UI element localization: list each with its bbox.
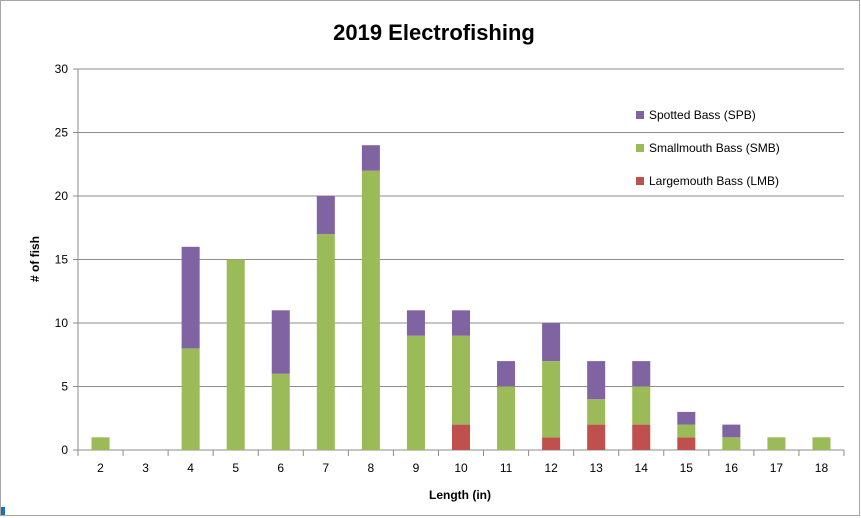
- bar-segment: [497, 387, 515, 451]
- bar-segment: [542, 361, 560, 437]
- y-tick-label: 10: [55, 316, 69, 330]
- bar-segment: [542, 323, 560, 361]
- bar-segment: [722, 425, 740, 438]
- y-tick-label: 30: [55, 62, 69, 76]
- y-tick-label: 25: [55, 126, 69, 140]
- y-tick-label: 0: [61, 443, 68, 457]
- bar-segment: [92, 437, 110, 450]
- x-axis: 2 3 4 5 6 7 8 9 10 11 12 13 14 15 16 17 18: [78, 450, 844, 475]
- y-axis-label: # of fish: [28, 236, 42, 282]
- x-tick-label: 11: [500, 461, 513, 475]
- x-tick-label: 12: [544, 461, 558, 475]
- x-tick-label: 13: [589, 461, 603, 475]
- x-tick-label: 2: [97, 461, 104, 475]
- bar-segment: [407, 310, 425, 335]
- x-tick-label: 3: [142, 461, 149, 475]
- x-tick-label: 9: [413, 461, 420, 475]
- bar-segment: [362, 145, 380, 170]
- x-axis-label: Length (in): [429, 488, 491, 502]
- bar-segment: [587, 399, 605, 424]
- y-tick-label: 15: [55, 253, 69, 267]
- x-tick-label: 15: [680, 461, 694, 475]
- x-tick-label: 4: [187, 461, 194, 475]
- bar-segment: [272, 310, 290, 374]
- y-tick-label: 5: [61, 380, 68, 394]
- legend-label: Spotted Bass (SPB): [649, 108, 756, 122]
- corner-mark: [1, 507, 5, 515]
- legend-swatch: [636, 111, 644, 119]
- legend-swatch: [636, 177, 644, 185]
- bar-segment: [317, 196, 335, 234]
- x-tick-label: 17: [770, 461, 784, 475]
- chart-title: 2019 Electrofishing: [333, 20, 535, 45]
- bar-segment: [812, 437, 830, 450]
- bar-segment: [452, 336, 470, 425]
- x-tick-label: 16: [725, 461, 739, 475]
- bar-segment: [497, 361, 515, 386]
- legend-swatch: [636, 144, 644, 152]
- bar-segment: [227, 260, 245, 451]
- bar-segment: [587, 361, 605, 399]
- bar-segment: [182, 247, 200, 349]
- x-tick-label: 8: [368, 461, 375, 475]
- legend: Spotted Bass (SPB) Smallmouth Bass (SMB) L…: [636, 108, 780, 188]
- bar-segment: [587, 425, 605, 450]
- bar-segment: [677, 437, 695, 450]
- bar-segment: [272, 374, 290, 450]
- bar-segment: [632, 387, 650, 425]
- y-tick-label: 20: [55, 189, 69, 203]
- legend-label: Smallmouth Bass (SMB): [649, 141, 780, 155]
- bar-segment: [722, 437, 740, 450]
- bar-segment: [452, 310, 470, 335]
- bar-segment: [542, 437, 560, 450]
- bar-segment: [632, 361, 650, 386]
- legend-label: Largemouth Bass (LMB): [649, 174, 779, 188]
- x-tick-label: 7: [322, 461, 329, 475]
- bar-segment: [452, 425, 470, 450]
- bar-segment: [317, 234, 335, 450]
- bar-segment: [362, 171, 380, 450]
- bar-segment: [182, 348, 200, 450]
- bar-segment: [677, 412, 695, 425]
- x-tick-label: 5: [232, 461, 239, 475]
- y-axis-ticks: 0 5 10 15 20 25 30: [55, 62, 78, 457]
- x-tick-label: 6: [277, 461, 284, 475]
- x-tick-label: 18: [815, 461, 829, 475]
- bar-segment: [632, 425, 650, 450]
- bar-segment: [407, 336, 425, 450]
- bars: [92, 145, 831, 450]
- bar-segment: [767, 437, 785, 450]
- bar-segment: [677, 425, 695, 438]
- x-tick-label: 10: [454, 461, 468, 475]
- x-tick-label: 14: [635, 461, 649, 475]
